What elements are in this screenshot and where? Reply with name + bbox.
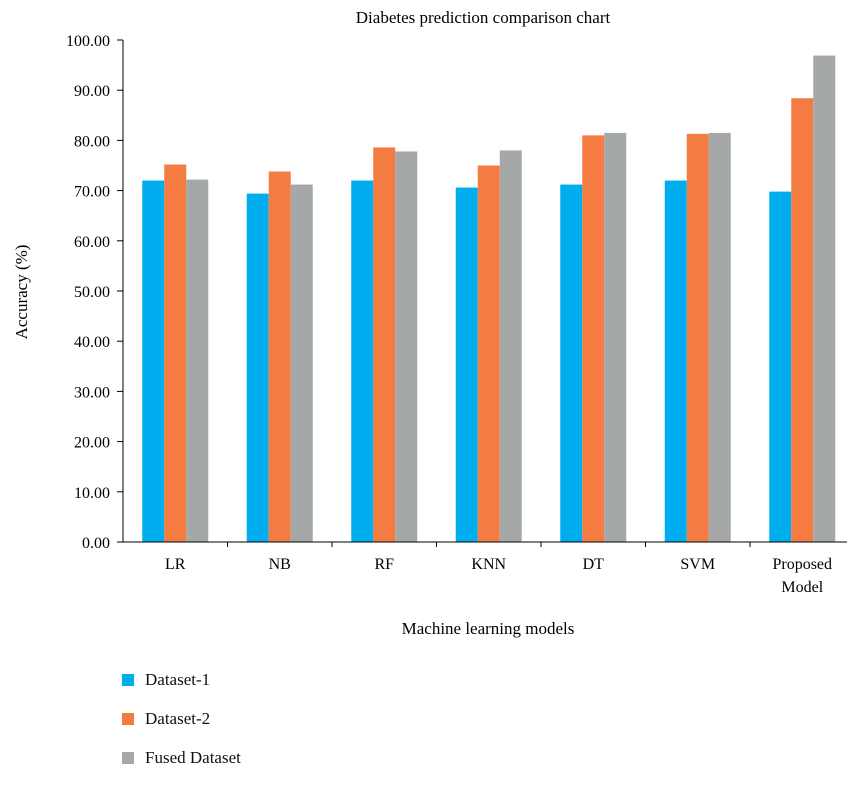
- bar: [769, 191, 792, 542]
- y-tick-label: 40.00: [74, 334, 110, 351]
- bar: [604, 132, 627, 542]
- legend-label: Fused Dataset: [145, 748, 241, 767]
- bar: [813, 55, 836, 542]
- bar: [164, 164, 187, 542]
- bar: [499, 150, 522, 542]
- bar: [142, 180, 165, 542]
- y-tick-label: 100.00: [66, 33, 110, 50]
- bar: [708, 132, 731, 542]
- bar: [246, 193, 269, 542]
- y-axis-ticks: 0.00 10.00 20.00 30.00 40.00 50.00 60.00 70.00 8…: [66, 33, 123, 552]
- x-category-label: KNN: [471, 556, 506, 573]
- x-category-label: SVM: [680, 556, 715, 573]
- legend-item: Dataset-1: [122, 670, 241, 690]
- chart-title: Diabetes prediction comparison chart: [356, 8, 611, 27]
- x-category-label: Model: [781, 579, 823, 596]
- bar: [477, 165, 500, 542]
- legend-label: Dataset-1: [145, 670, 211, 689]
- bar: [455, 187, 478, 542]
- bar: [373, 147, 396, 543]
- bar: [686, 133, 709, 542]
- bar: [290, 184, 313, 543]
- y-tick-label: 80.00: [74, 133, 110, 150]
- y-tick-label: 30.00: [74, 384, 110, 401]
- x-category-label: DT: [583, 556, 605, 573]
- y-tick-label: 90.00: [74, 83, 110, 100]
- y-axis-label: Accuracy (%): [12, 245, 31, 340]
- legend-swatch: [122, 713, 134, 725]
- y-tick-label: 70.00: [74, 184, 110, 201]
- bar: [395, 151, 418, 542]
- x-axis-categories: LR NB RF KNN DT SVM Proposed Model: [165, 542, 832, 596]
- bars: [142, 55, 836, 543]
- x-category-label: NB: [269, 556, 291, 573]
- x-axis-label: Machine learning models: [402, 619, 575, 638]
- y-tick-label: 10.00: [74, 485, 110, 502]
- x-category-label: RF: [374, 556, 394, 573]
- bar-chart: Diabetes prediction comparison chart Acc…: [12, 8, 847, 638]
- legend-item: Dataset-2: [122, 709, 241, 729]
- bar: [351, 180, 374, 542]
- bar: [560, 184, 583, 543]
- legend-item: Fused Dataset: [122, 748, 241, 768]
- y-tick-label: 60.00: [74, 234, 110, 251]
- legend: Dataset-1 Dataset-2 Fused Dataset: [122, 670, 241, 787]
- legend-swatch: [122, 752, 134, 764]
- bar: [186, 179, 209, 542]
- bar: [582, 135, 605, 542]
- bar: [268, 171, 291, 543]
- legend-label: Dataset-2: [145, 709, 211, 728]
- y-tick-label: 0.00: [82, 535, 110, 552]
- x-category-label: LR: [165, 556, 186, 573]
- bar: [664, 180, 687, 542]
- y-tick-label: 50.00: [74, 284, 110, 301]
- y-tick-label: 20.00: [74, 435, 110, 452]
- legend-swatch: [122, 674, 134, 686]
- bar: [791, 98, 814, 543]
- x-category-label: Proposed: [772, 556, 832, 573]
